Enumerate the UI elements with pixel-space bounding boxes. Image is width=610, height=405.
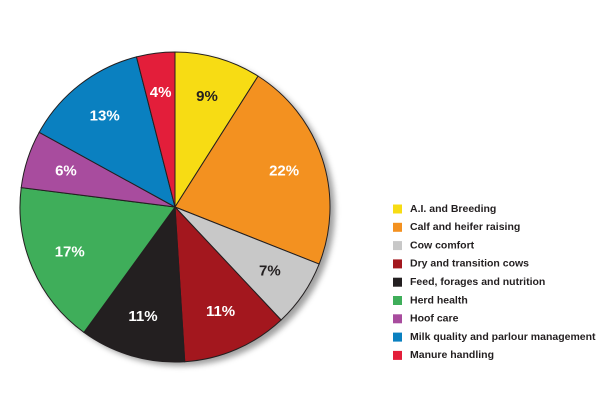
pie-slice bbox=[19, 187, 176, 334]
legend-swatch bbox=[393, 314, 402, 324]
legend-label: Feed, forages and nutrition bbox=[410, 276, 545, 288]
pie-slice bbox=[38, 56, 176, 208]
slice-label: 13% bbox=[90, 107, 120, 124]
legend-swatch bbox=[393, 222, 402, 232]
legend-swatch bbox=[393, 241, 402, 251]
slice-label: 17% bbox=[55, 244, 85, 261]
pie-slice bbox=[174, 75, 331, 265]
legend-label: A.I. and Breeding bbox=[410, 203, 496, 215]
slice-label: 7% bbox=[259, 262, 281, 279]
slice-label: 11% bbox=[128, 308, 157, 325]
legend-swatch bbox=[393, 350, 402, 360]
legend-label: Cow comfort bbox=[410, 239, 475, 251]
slice-label: 4% bbox=[150, 84, 172, 101]
pie-slice bbox=[174, 51, 259, 209]
slice-label: 22% bbox=[269, 163, 299, 180]
legend-label: Hoof care bbox=[410, 313, 459, 325]
pie-slice bbox=[174, 205, 282, 363]
legend-swatch bbox=[393, 204, 402, 214]
legend-swatch bbox=[393, 277, 402, 287]
legend-swatch bbox=[393, 259, 402, 269]
pie-slice bbox=[83, 205, 186, 363]
legend-swatch bbox=[393, 296, 402, 305]
pie-slice bbox=[135, 51, 176, 208]
legend-swatch bbox=[393, 332, 402, 342]
legend-label: Herd health bbox=[410, 294, 468, 306]
legend-label: Milk quality and parlour management bbox=[410, 331, 596, 343]
legend-label: Calf and heifer raising bbox=[410, 221, 520, 233]
slice-label: 11% bbox=[206, 303, 235, 320]
legend-label: Manure handling bbox=[410, 349, 494, 361]
slice-label: 9% bbox=[196, 88, 218, 105]
slice-label: 6% bbox=[55, 163, 77, 180]
legend-label: Dry and transition cows bbox=[410, 258, 529, 270]
